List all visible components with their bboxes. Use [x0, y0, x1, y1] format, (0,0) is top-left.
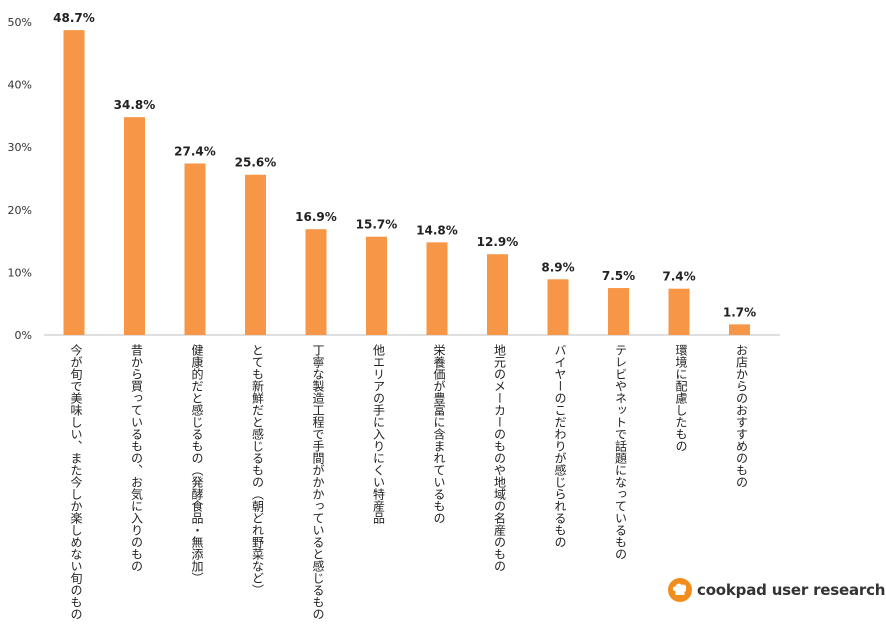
x-tick-label: 丁寧な製造工程で手間がかかっていると感じるもの	[311, 344, 325, 620]
data-label: 48.7%	[53, 11, 95, 25]
data-label: 25.6%	[235, 156, 277, 170]
data-label: 8.9%	[541, 260, 574, 274]
x-tick-label: 地元のメーカーのものや地域の名産のもの	[492, 344, 507, 572]
bar	[63, 30, 85, 335]
y-tick-label: 40%	[8, 79, 32, 92]
bar	[366, 236, 387, 335]
x-tick-label: 環境に配慮したもの	[674, 344, 688, 452]
x-tick-label: お店からのおすすめのもの	[734, 344, 749, 488]
bar	[426, 242, 448, 335]
x-tick-label: バイヤーのこだわりが感じられるもの	[553, 344, 567, 548]
x-tick-label: 健康的だと感じるもの（発酵食品・無添加）	[190, 344, 204, 584]
y-tick-label: 50%	[8, 16, 32, 29]
data-label: 1.7%	[723, 305, 756, 319]
data-label: 34.8%	[114, 98, 156, 112]
data-label: 15.7%	[356, 218, 398, 232]
data-label: 16.9%	[295, 210, 337, 224]
x-tick-label: とても新鮮だと感じるもの（朝どれ野菜など）	[250, 344, 265, 596]
data-label: 14.8%	[416, 223, 458, 237]
data-label: 7.4%	[662, 270, 695, 284]
bar	[305, 229, 327, 335]
bar	[729, 324, 750, 335]
data-label: 7.5%	[602, 269, 635, 283]
x-tick-label: 他エリアの手に入りにくい特産品	[371, 344, 386, 524]
y-tick-label: 20%	[8, 204, 32, 217]
y-tick-label: 10%	[8, 266, 32, 279]
y-tick-label: 30%	[8, 141, 32, 154]
x-tick-label: テレビやネットで話題になっているもの	[613, 344, 628, 560]
bar	[184, 163, 206, 335]
x-tick-label: 栄養価が豊富に含まれているもの	[432, 344, 446, 524]
data-label: 12.9%	[477, 235, 519, 249]
bar	[668, 288, 690, 335]
x-tick-label: 昔から買っているもの、お気に入りのもの	[129, 344, 144, 572]
bar	[124, 117, 145, 335]
data-label: 27.4%	[174, 144, 216, 158]
bar	[245, 174, 266, 335]
y-tick-label: 0%	[15, 329, 32, 342]
bar	[547, 279, 569, 335]
bar	[608, 288, 629, 335]
logo-text: cookpad user research	[697, 581, 886, 599]
cookpad-logo: cookpad user research	[668, 577, 885, 603]
bar	[487, 254, 508, 335]
x-tick-label: 今が旬で美味しい、また今しか楽しめない旬のもの	[69, 344, 83, 620]
chef-hat-icon	[668, 578, 692, 602]
